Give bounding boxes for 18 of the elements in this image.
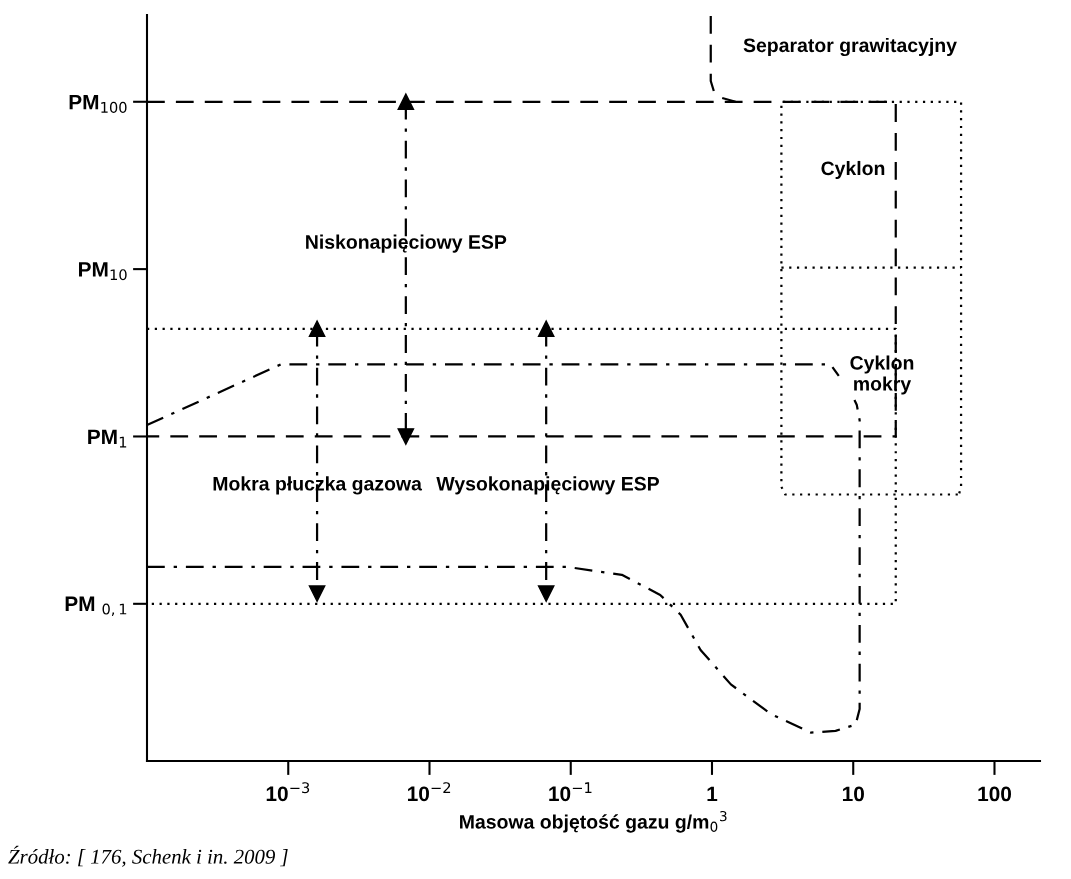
- y-tick-label: PM $_{0,1}$: [65, 596, 127, 617]
- x-tick-label: 10: [842, 786, 864, 802]
- text: Źródło: [ 176, Schenk i in. 2009 ]: [8, 845, 288, 867]
- x-tick-label: 10$^{−2}$: [408, 782, 451, 802]
- annotation: Wysokonapięciowy ESP: [436, 476, 659, 495]
- x-tick-label: 100: [978, 786, 1012, 802]
- x-tick-label: 10$^{−1}$: [549, 782, 592, 802]
- annotation: Niskonapięciowy ESP: [306, 234, 507, 253]
- annotation: Separator grawitacyjny: [743, 37, 957, 57]
- annotation: Cyklon mokry: [850, 355, 914, 395]
- annotation: Cyklon: [821, 160, 885, 180]
- y-tick-label: PM$_{10}$: [79, 262, 127, 281]
- y-tick-label: PM$_{1}$: [88, 429, 127, 448]
- x-tick-label: 10$^{−3}$: [266, 782, 310, 802]
- y-tick-label: PM$_{100}$: [69, 94, 127, 113]
- annotation: Mokra płuczka gazowa: [213, 476, 423, 495]
- x-tick-label: 1: [707, 786, 718, 802]
- x-axis-title: Masowa objętość gazu g/m$_{0}$$^{3}$: [460, 810, 727, 833]
